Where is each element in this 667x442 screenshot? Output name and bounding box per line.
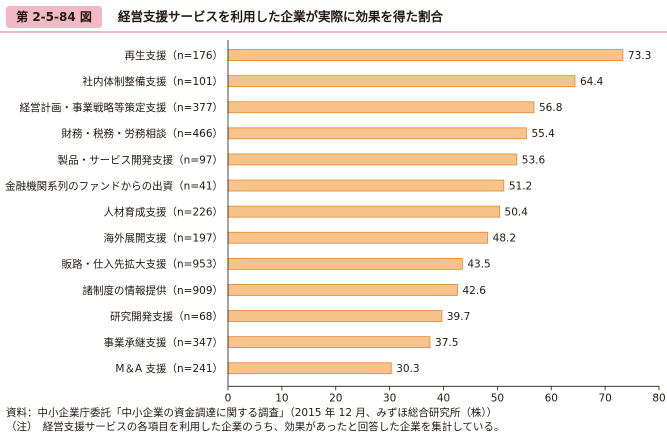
bar — [227, 49, 624, 61]
category-label: 海外展開支援（n=197） — [104, 232, 224, 245]
bar — [227, 153, 518, 166]
category-label: 人材育成支援（n=226） — [104, 205, 224, 218]
bar — [227, 231, 489, 244]
category-label: 研究開発支援（n=68） — [110, 310, 223, 323]
value-label: 37.5 — [435, 337, 458, 349]
value-label: 51.2 — [509, 180, 532, 192]
bar — [227, 336, 431, 349]
x-tick-label: 60 — [545, 392, 558, 404]
x-tick-label: 30 — [383, 392, 396, 404]
category-label: M＆A 支援（n=241） — [115, 362, 223, 375]
x-tick-label: 20 — [329, 392, 342, 404]
x-tick-label: 40 — [437, 392, 450, 404]
bar — [227, 179, 505, 192]
value-label: 53.6 — [522, 154, 546, 166]
bar — [227, 257, 463, 270]
figure-title: 経営支援サービスを利用した企業が実際に効果を得た割合 — [118, 9, 444, 24]
category-label: 事業承継支援（n=347） — [104, 336, 224, 349]
bar — [227, 284, 458, 296]
value-label: 64.4 — [580, 76, 604, 88]
x-tick-label: 70 — [598, 392, 611, 404]
value-label: 30.3 — [396, 363, 419, 375]
bar — [227, 205, 500, 218]
value-label: 55.4 — [531, 128, 555, 140]
category-label: 社内体制整備支援（n=101） — [83, 75, 224, 88]
figure-header: 第 2-5-84 図 経営支援サービスを利用した企業が実際に効果を得た割合 — [0, 0, 667, 34]
category-label: 諸制度の情報提供（n=909） — [83, 284, 224, 297]
x-tick-label: 80 — [652, 392, 665, 404]
category-label: 財務・税務・労務相談（n=466） — [62, 127, 224, 140]
x-tick-label: 10 — [275, 392, 288, 404]
bar — [227, 101, 535, 114]
bar-group: 再生支援（n=176） 73.3 社内体制整備支援（n=101） 64.4 経営計画・事… — [5, 49, 651, 375]
value-label: 73.3 — [628, 50, 651, 62]
value-label: 56.8 — [539, 102, 562, 114]
category-label: 販路・仕入先拡大支援（n=953） — [62, 258, 224, 271]
annotation-note: （注） 経営支援サービスの各項目を利用した企業のうち、効果があったと回答した企業… — [6, 421, 505, 433]
bar-chart: 再生支援（n=176） 73.3 社内体制整備支援（n=101） 64.4 経営計画・事… — [5, 40, 666, 404]
bar — [227, 310, 443, 322]
value-label: 39.7 — [447, 311, 470, 323]
source-note: 資料：中小企業庁委託「中小企業の資金調達に関する調査」（2015 年 12 月、… — [6, 407, 498, 419]
figure-number-badge: 第 2-5-84 図 — [6, 6, 102, 28]
x-tick-label: 50 — [491, 392, 504, 404]
category-label: 金融機関系列のファンドからの出資（n=41） — [5, 179, 223, 192]
category-label: 再生支援（n=176） — [125, 49, 224, 62]
value-label: 50.4 — [505, 206, 529, 218]
footnotes: 資料：中小企業庁委託「中小企業の資金調達に関する調査」（2015 年 12 月、… — [6, 406, 661, 434]
value-label: 48.2 — [493, 233, 516, 245]
bar — [227, 362, 392, 375]
category-label: 製品・サービス開発支援（n=97） — [58, 153, 223, 166]
header-divider — [0, 31, 667, 33]
value-label: 43.5 — [467, 259, 490, 271]
x-tick-label: 0 — [225, 392, 232, 404]
category-label: 経営計画・事業戦略等策定支援（n=377） — [20, 101, 224, 114]
value-label: 42.6 — [463, 285, 487, 297]
bar — [227, 127, 527, 140]
bar — [227, 75, 576, 88]
